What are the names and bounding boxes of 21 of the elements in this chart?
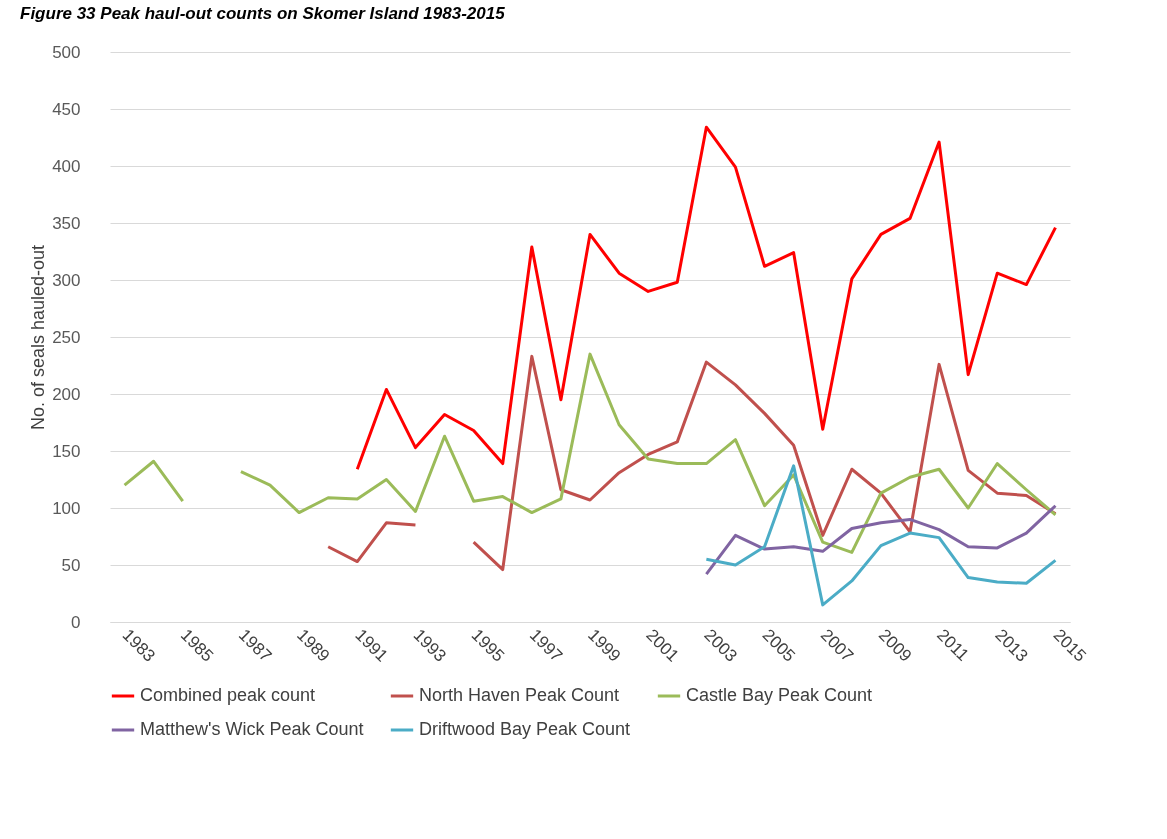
y-tick-label: 450 [52, 99, 81, 119]
line-series [355, 125, 1057, 471]
y-tick-label: 400 [52, 156, 81, 176]
y-tick-label: 100 [52, 498, 81, 518]
legend-label: Driftwood Bay Peak Count [419, 719, 631, 739]
y-tick-label: 150 [52, 441, 81, 461]
line-series [704, 504, 1057, 576]
y-axis-title: No. of seals hauled-out [28, 244, 49, 431]
legend-label: North Haven Peak Count [419, 685, 620, 705]
y-tick-label: 200 [52, 384, 81, 404]
y-tick-label: 0 [71, 612, 81, 632]
line-series [704, 464, 1057, 607]
legend-label: Castle Bay Peak Count [686, 685, 873, 705]
y-tick-label: 300 [52, 270, 81, 290]
y-tick-label: 50 [61, 555, 81, 575]
y-tick-label: 250 [52, 327, 81, 347]
y-tick-label: 350 [52, 213, 81, 233]
y-tick-label: 500 [52, 42, 81, 62]
chart-title: Figure 33 Peak haul-out counts on Skomer Island 1983-2015 [20, 4, 506, 23]
legend-label: Matthew's Wick Peak Count [140, 719, 364, 739]
legend-label: Combined peak count [140, 685, 316, 705]
